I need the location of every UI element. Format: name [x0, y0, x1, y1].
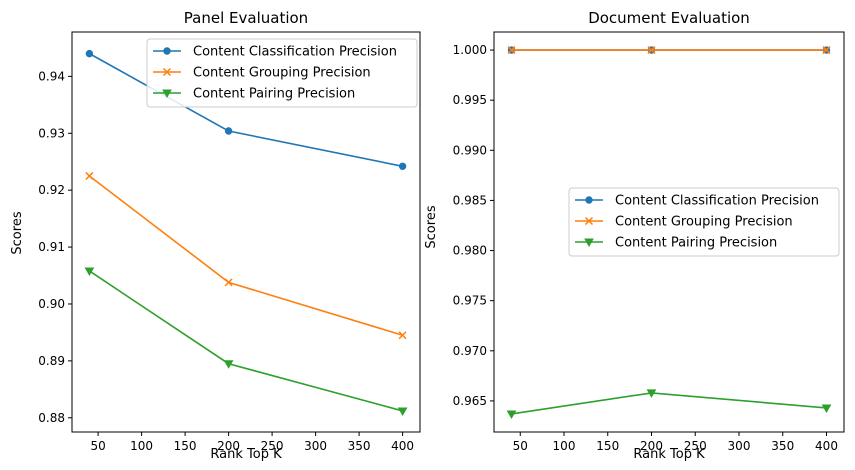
x-tick-label: 350	[771, 439, 794, 453]
data-point	[398, 162, 407, 170]
series-line-3	[511, 392, 827, 415]
x-tick-label: 400	[391, 439, 414, 453]
y-tick-label: 0.980	[453, 244, 487, 258]
y-tick-label: 1.000	[453, 43, 487, 57]
legend-marker	[584, 216, 594, 226]
legend-label: Content Pairing Precision	[615, 236, 777, 251]
x-tick-label: 250	[261, 439, 284, 453]
x-tick-label: 150	[596, 439, 619, 453]
data-point	[398, 331, 407, 340]
data-point	[85, 171, 94, 180]
x-axis-label: Rank Top K	[633, 447, 705, 462]
x-tick-label: 100	[553, 439, 576, 453]
y-tick-label: 0.970	[453, 344, 487, 358]
data-point	[85, 49, 94, 58]
plot-frame	[71, 31, 421, 433]
y-tick-label: 0.93	[38, 126, 65, 140]
data-point	[84, 267, 95, 276]
data-point	[397, 407, 408, 416]
plot-frame	[493, 31, 845, 433]
x-axis-label: Rank Top K	[210, 447, 282, 462]
y-tick-label: 0.985	[453, 193, 487, 207]
chart-title: Document Evaluation	[588, 9, 750, 27]
y-tick-label: 0.88	[38, 411, 65, 425]
x-tick-label: 300	[304, 439, 327, 453]
data-point	[646, 389, 657, 398]
legend-label: Content Pairing Precision	[193, 87, 355, 102]
y-tick-label: 0.965	[453, 394, 487, 408]
x-tick-label: 350	[348, 439, 371, 453]
legend-marker	[585, 196, 593, 204]
data-point	[647, 46, 656, 55]
data-point	[224, 278, 233, 287]
series-line-2	[88, 175, 403, 337]
y-axis-label: Scores	[10, 211, 25, 254]
legend: Content Classification Precision Content …	[568, 187, 840, 257]
chart-document-evaluation: Document Evaluation Rank Top K Scores 50…	[424, 9, 845, 462]
legend-label: Content Grouping Precision	[615, 215, 793, 230]
legend-box	[146, 38, 418, 108]
x-tick-label: 250	[684, 439, 707, 453]
legend: Content Classification Precision Content …	[146, 38, 418, 108]
x-tick-label: 200	[217, 439, 240, 453]
data-point	[822, 46, 831, 55]
y-tick-label: 0.94	[38, 69, 65, 83]
y-tick-label: 0.90	[38, 297, 65, 311]
x-tick-label: 150	[174, 439, 197, 453]
legend-marker	[163, 47, 171, 55]
x-tick-label: 400	[815, 439, 838, 453]
y-axis-label: Scores	[424, 205, 439, 248]
y-tick-label: 0.91	[38, 240, 65, 254]
series-line-3	[88, 270, 403, 412]
x-tick-label: 50	[90, 439, 105, 453]
series-lines	[84, 49, 408, 416]
series-lines	[506, 46, 832, 419]
y-tick-label: 0.92	[38, 183, 65, 197]
legend-marker	[584, 238, 594, 248]
x-tick-label: 300	[728, 439, 751, 453]
y-tick-label: 0.975	[453, 294, 487, 308]
x-tick-label: 200	[640, 439, 663, 453]
tick-group: 50 100 150 200 250 300 350 400 0.965 0.970 0.975 0.…	[453, 43, 838, 453]
data-point	[224, 127, 233, 135]
x-tick-label: 50	[513, 439, 528, 453]
legend-label: Content Classification Precision	[193, 45, 397, 60]
x-tick-label: 100	[130, 439, 153, 453]
y-tick-label: 0.990	[453, 143, 487, 157]
tick-group: 50 100 150 200 250 300 350 400 0.88 0.89 0.90 0.91 0…	[38, 69, 414, 453]
legend-label: Content Grouping Precision	[193, 66, 371, 81]
legend-marker	[162, 67, 172, 77]
y-tick-label: 0.89	[38, 354, 65, 368]
data-point	[506, 410, 517, 419]
data-point	[507, 46, 516, 55]
legend-label: Content Classification Precision	[615, 194, 819, 209]
legend-marker	[162, 89, 172, 99]
chart-title: Panel Evaluation	[184, 9, 308, 27]
chart-panel-evaluation: Panel Evaluation Rank Top K Scores 50 100…	[10, 9, 421, 462]
data-point	[821, 404, 832, 413]
y-tick-label: 0.995	[453, 93, 487, 107]
legend-box	[568, 187, 840, 257]
data-point	[223, 360, 234, 369]
